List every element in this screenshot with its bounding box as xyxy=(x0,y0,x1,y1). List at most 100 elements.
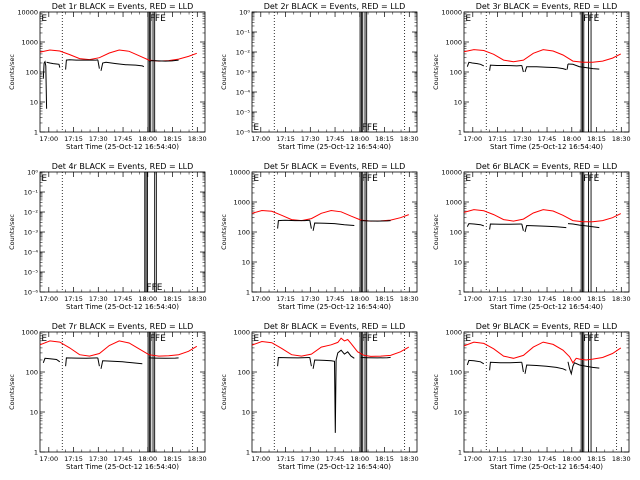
lld-series-line xyxy=(39,340,198,357)
x-tick-label: 18:15 xyxy=(163,295,182,303)
events-series-line xyxy=(567,63,600,70)
events-series-line xyxy=(277,219,310,229)
events-series-line xyxy=(100,61,145,71)
panel-det-8: Det 8r BLACK = Events, RED = LLD 1 10 100 10… xyxy=(220,322,419,471)
x-tick-label: 17:45 xyxy=(114,455,133,463)
x-tick-label: 18:30 xyxy=(188,295,207,303)
y-tick-label: 10 xyxy=(454,409,462,417)
panel-det-1: Det 1r BLACK = Events, RED = LLD 1 10 100 10… xyxy=(8,2,207,151)
events-series-line xyxy=(97,357,100,367)
x-tick-label: 17:15 xyxy=(276,455,295,463)
y-tick-label: 100 xyxy=(26,369,38,377)
flag-label: FFE xyxy=(150,334,166,344)
x-axis-label: Start Time (25-Oct-12 16:54:40) xyxy=(278,143,391,151)
y-tick-label: 1000 xyxy=(21,329,38,337)
x-tick-label: 17:45 xyxy=(114,135,133,143)
x-axis-label: Start Time (25-Oct-12 16:54:40) xyxy=(490,463,603,471)
events-series-line xyxy=(567,361,600,376)
x-tick-label: 17:00 xyxy=(39,135,58,143)
events-series-line xyxy=(521,223,524,231)
y-tick-label: 1000 xyxy=(21,39,38,47)
x-tick-label: 18:15 xyxy=(587,295,606,303)
x-tick-label: 18:00 xyxy=(562,455,581,463)
y-tick-label: 1 xyxy=(34,129,38,137)
y-axis-label: Counts/sec xyxy=(432,214,440,250)
flag-label: FFE xyxy=(583,334,599,344)
events-series-line xyxy=(521,65,524,73)
x-tick-label: 17:45 xyxy=(326,135,345,143)
y-tick-label: 100 xyxy=(450,229,462,237)
y-tick-label: 10⁻⁴ xyxy=(24,249,39,257)
x-tick-label: 17:00 xyxy=(39,455,58,463)
panel-title: Det 6r BLACK = Events, RED = LLD xyxy=(476,162,618,171)
x-tick-label: 18:15 xyxy=(587,455,606,463)
x-tick-label: 17:45 xyxy=(114,295,133,303)
y-tick-label: 10⁻² xyxy=(236,49,251,57)
flag-label: FFE xyxy=(146,283,162,293)
events-series-line xyxy=(466,223,484,227)
flag-label: E xyxy=(253,174,259,184)
x-tick-label: 18:00 xyxy=(562,135,581,143)
plot-frame xyxy=(463,331,630,453)
y-tick-label: 100 xyxy=(450,69,462,77)
y-axis-label: Counts/sec xyxy=(8,54,16,90)
y-axis-label: Counts/sec xyxy=(220,214,228,250)
y-axis-label: Counts/sec xyxy=(220,374,228,410)
flag-label: FFE xyxy=(362,174,378,184)
x-tick-label: 17:30 xyxy=(301,135,320,143)
x-tick-label: 18:15 xyxy=(375,135,394,143)
y-tick-label: 100 xyxy=(238,369,250,377)
events-series-line xyxy=(524,364,567,374)
y-tick-label: 10⁻³ xyxy=(236,69,251,77)
events-series-line xyxy=(360,220,391,222)
x-tick-label: 18:15 xyxy=(375,455,394,463)
events-series-line xyxy=(312,349,355,433)
events-series-line xyxy=(360,356,391,359)
x-axis-label: Start Time (25-Oct-12 16:54:40) xyxy=(66,303,179,311)
x-tick-label: 17:00 xyxy=(251,455,270,463)
x-tick-label: 17:00 xyxy=(463,135,482,143)
events-series-line xyxy=(97,59,100,69)
events-series-line xyxy=(309,357,312,367)
y-tick-label: 1000 xyxy=(233,329,250,337)
panel-det-9: Det 9r BLACK = Events, RED = LLD 1 10 100 10… xyxy=(432,322,631,471)
x-tick-label: 18:30 xyxy=(188,455,207,463)
x-tick-label: 17:45 xyxy=(326,295,345,303)
y-tick-label: 10⁻¹ xyxy=(236,29,251,37)
x-tick-label: 18:00 xyxy=(350,295,369,303)
y-axis-label: Counts/sec xyxy=(432,374,440,410)
y-tick-label: 10 xyxy=(454,259,462,267)
lld-series-line xyxy=(463,49,622,63)
x-tick-label: 18:00 xyxy=(350,455,369,463)
x-tick-label: 17:00 xyxy=(463,295,482,303)
x-tick-label: 18:15 xyxy=(163,455,182,463)
x-tick-label: 17:30 xyxy=(89,135,108,143)
events-series-line xyxy=(521,362,524,373)
y-tick-label: 10 xyxy=(242,409,250,417)
plot-frame xyxy=(251,11,418,133)
y-tick-label: 10 xyxy=(30,409,38,417)
flag-label: FFE xyxy=(150,14,166,24)
y-tick-label: 10000 xyxy=(441,169,462,177)
events-series-line xyxy=(466,61,485,67)
y-axis-label: Counts/sec xyxy=(8,374,16,410)
events-series-line xyxy=(312,222,355,231)
y-tick-label: 1000 xyxy=(445,199,462,207)
flag-label: E xyxy=(41,174,47,184)
events-series-line xyxy=(42,60,48,109)
x-tick-label: 17:30 xyxy=(301,455,320,463)
y-tick-label: 10⁻⁴ xyxy=(236,89,251,97)
events-series-line xyxy=(65,59,98,70)
x-tick-label: 18:30 xyxy=(400,455,419,463)
plot-frame xyxy=(463,11,630,133)
events-series-line xyxy=(489,223,522,230)
y-tick-label: 10⁻⁶ xyxy=(236,129,251,137)
y-tick-label: 10⁻¹ xyxy=(24,189,39,197)
x-tick-label: 17:15 xyxy=(64,455,83,463)
events-series-line xyxy=(277,356,310,367)
x-tick-label: 17:45 xyxy=(538,455,557,463)
flag-label: E xyxy=(465,174,471,184)
panel-title: Det 8r BLACK = Events, RED = LLD xyxy=(264,322,406,331)
y-tick-label: 1 xyxy=(246,289,250,297)
